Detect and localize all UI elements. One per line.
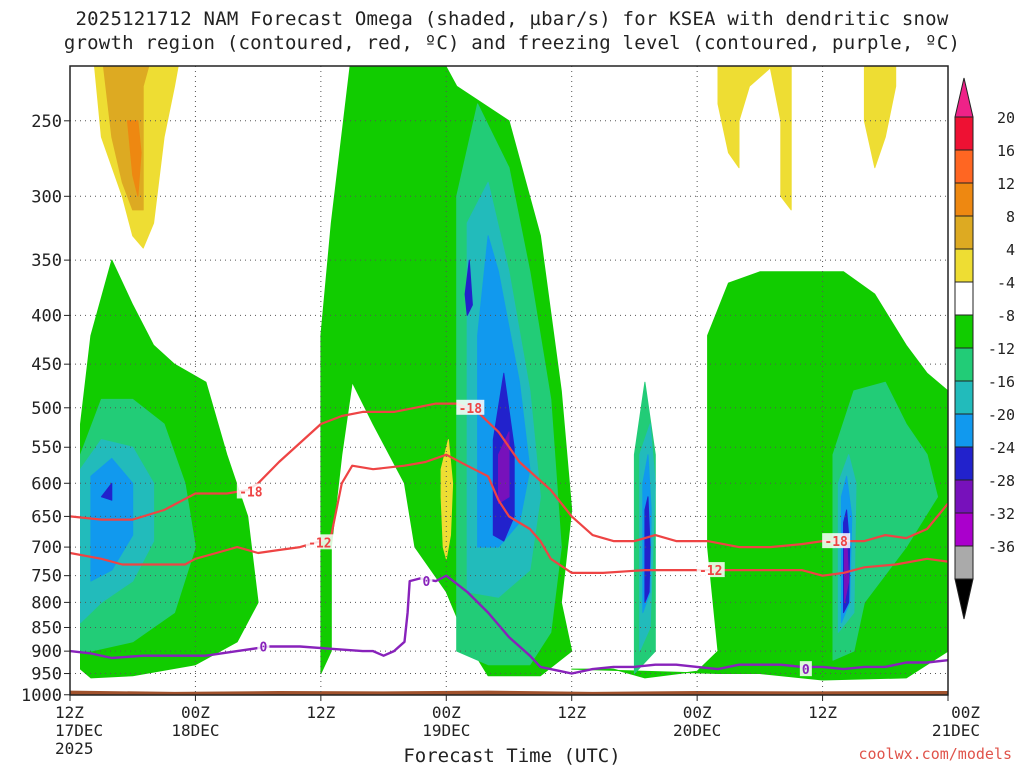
colorbar-swatch xyxy=(954,215,974,250)
colorbar-label: 4 xyxy=(1006,241,1015,259)
colorbar-swatch xyxy=(954,380,974,415)
y-tick-label: 550 xyxy=(31,438,62,458)
colorbar-label: -24 xyxy=(988,439,1015,457)
colorbar-swatch xyxy=(954,281,974,316)
y-tick-label: 400 xyxy=(31,306,62,326)
x-axis-title: Forecast Time (UTC) xyxy=(403,745,621,767)
omega-area-4-26 xyxy=(863,66,897,169)
contour-label: -12 xyxy=(308,536,331,551)
y-tick-label: 250 xyxy=(31,112,62,132)
y-tick-label: 350 xyxy=(31,251,62,271)
x-tick-label: 12Z xyxy=(808,703,837,722)
y-tick-label: 650 xyxy=(31,507,62,527)
colorbar-label: 8 xyxy=(1006,208,1015,226)
contour-label-bg xyxy=(236,483,265,499)
colorbar-bottom-arrow xyxy=(954,578,974,620)
surface-terrain xyxy=(70,690,948,695)
y-tick-label: 1000 xyxy=(21,686,62,706)
x-tick-label: 00Z xyxy=(951,703,980,722)
contour-label: -18 xyxy=(824,535,848,550)
colorbar-swatch xyxy=(954,182,974,217)
colorbar-label: 20 xyxy=(997,109,1015,127)
colorbar-swatch xyxy=(954,512,974,547)
colorbar-label: -16 xyxy=(988,373,1015,391)
colorbar-swatch xyxy=(954,545,974,580)
y-tick-label: 450 xyxy=(31,355,62,375)
contour-label-bg xyxy=(420,573,433,589)
chart-title-line-2: growth region (contoured, red, ºC) and f… xyxy=(63,32,961,54)
x-tick-label: 20DEC xyxy=(673,721,721,740)
colorbar-label: -4 xyxy=(997,274,1015,292)
contour-label: -12 xyxy=(699,564,722,579)
x-tick-label: 00Z xyxy=(683,703,712,722)
omega-area--24-19 xyxy=(644,496,651,603)
y-tick-label: 600 xyxy=(31,474,62,494)
x-tick-label: 21DEC xyxy=(932,721,980,740)
contour-label-bg xyxy=(257,638,270,654)
colorbar-swatch xyxy=(954,248,974,283)
contour-label-bg xyxy=(305,534,334,550)
x-tick-label: 18DEC xyxy=(171,721,219,740)
y-tick-label: 800 xyxy=(31,593,62,613)
contour-label: -18 xyxy=(459,402,483,417)
colorbar-label: 16 xyxy=(997,142,1015,160)
colorbar-label: -32 xyxy=(988,505,1015,523)
colorbar-top-arrow xyxy=(954,77,974,118)
colorbar-swatch xyxy=(954,347,974,382)
contour-label: 0 xyxy=(423,575,431,590)
y-tick-label: 700 xyxy=(31,538,62,558)
colorbar-swatch xyxy=(954,116,974,151)
omega-area--24-11 xyxy=(464,259,473,316)
contour-label-bg xyxy=(696,562,725,578)
x-tick-label: 12Z xyxy=(306,703,335,722)
y-tick-label: 750 xyxy=(31,567,62,587)
omega-area--12-14 xyxy=(832,381,938,661)
colorbar-swatch xyxy=(954,314,974,349)
colorbar-label: -20 xyxy=(988,406,1015,424)
x-tick-label: 12Z xyxy=(55,703,84,722)
chart-title-line-1: 2025121712 NAM Forecast Omega (shaded, µ… xyxy=(75,8,949,30)
colorbar-label: 12 xyxy=(997,175,1015,193)
y-tick-label: 900 xyxy=(31,642,62,662)
contour-label-bg xyxy=(799,661,812,677)
x-tick-label: 00Z xyxy=(432,703,461,722)
x-tick-label: 00Z xyxy=(181,703,210,722)
colorbar-swatch xyxy=(954,413,974,448)
colorbar-swatch xyxy=(954,479,974,514)
omega-area-4-25 xyxy=(717,66,792,211)
x-tick-label: 12Z xyxy=(557,703,586,722)
contour-label: 0 xyxy=(802,663,810,678)
y-tick-label: 950 xyxy=(31,665,62,685)
y-tick-label: 850 xyxy=(31,618,62,638)
colorbar-label: -28 xyxy=(988,472,1015,490)
colorbar-label: -8 xyxy=(997,307,1015,325)
omega-area--28-10 xyxy=(498,431,510,504)
x-tick-label: 19DEC xyxy=(422,721,470,740)
watermark: coolwx.com/models xyxy=(858,745,1012,763)
y-tick-label: 500 xyxy=(31,399,62,419)
contour-label: 0 xyxy=(259,641,267,656)
omega-area-4-27 xyxy=(440,439,454,560)
colorbar-swatch xyxy=(954,446,974,481)
contour-label: -18 xyxy=(239,485,263,500)
contour-label-bg xyxy=(822,533,851,549)
plot-frame xyxy=(69,65,949,696)
colorbar-label: -12 xyxy=(988,340,1015,358)
colorbar-label: -36 xyxy=(988,538,1015,556)
omega-area-12-24 xyxy=(127,120,142,197)
omega-area--24-4 xyxy=(100,482,113,501)
colorbar: 20 16 12 8 4 -4 -8 -12 -16 -20 -24 -28 -32 -36 xyxy=(954,77,1015,620)
y-tick-label: 300 xyxy=(31,187,62,207)
x-tick-label: 2025 xyxy=(55,739,94,758)
y-axis: 250 300 350 400 450 500 550 600 650 700 750 800 850 9… xyxy=(21,112,70,706)
freezing-level-contour xyxy=(70,574,948,675)
colorbar-swatch xyxy=(954,149,974,184)
contour-label-bg xyxy=(456,399,485,415)
x-tick-label: 17DEC xyxy=(55,721,103,740)
dgz-contour--12 xyxy=(70,453,948,577)
